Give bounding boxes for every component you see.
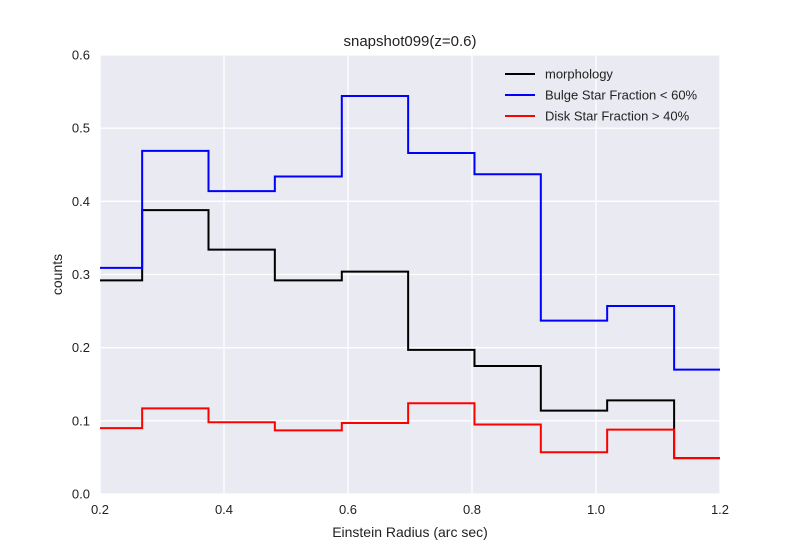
- x-tick-label: 0.8: [463, 502, 481, 517]
- x-axis-label: Einstein Radius (arc sec): [332, 524, 488, 540]
- y-axis-label: counts: [49, 254, 65, 295]
- y-tick-label: 0.2: [72, 340, 90, 355]
- y-tick-label: 0.5: [72, 121, 90, 136]
- grid: [99, 54, 721, 495]
- series-lines: [100, 94, 720, 460]
- y-tick-label: 0.0: [72, 487, 90, 502]
- legend-label: Disk Star Fraction > 40%: [545, 109, 690, 124]
- y-tick-label: 0.6: [72, 48, 90, 63]
- series-line-1: [100, 94, 720, 371]
- x-tick-label: 1.0: [587, 502, 605, 517]
- series-line-0: [100, 209, 720, 460]
- x-tick-label: 1.2: [711, 502, 729, 517]
- series-line-2: [100, 402, 720, 460]
- x-tick-label: 0.2: [91, 502, 109, 517]
- legend-label: morphology: [545, 67, 613, 82]
- legend-label: Bulge Star Fraction < 60%: [545, 88, 698, 103]
- y-tick-label: 0.3: [72, 267, 90, 282]
- x-tick-label: 0.4: [215, 502, 233, 517]
- chart-title: snapshot099(z=0.6): [343, 33, 476, 50]
- tick-labels: 0.2 0.4 0.6 0.8 1.0 1.2 0.0 0.1 0.2 0.3 0.4 0.5 0.6: [72, 48, 729, 518]
- x-tick-label: 0.6: [339, 502, 357, 517]
- legend: morphology Bulge Star Fraction < 60% Disk …: [505, 67, 698, 124]
- y-tick-label: 0.4: [72, 194, 90, 209]
- y-tick-label: 0.1: [72, 413, 90, 428]
